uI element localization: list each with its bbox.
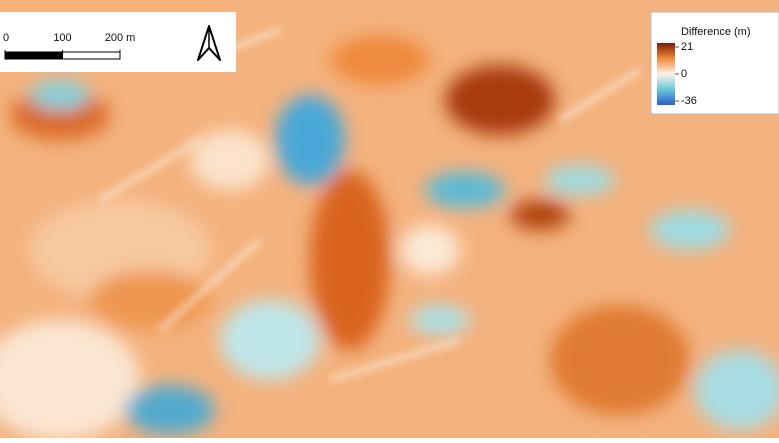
scale-tick-label: 100 xyxy=(53,32,71,44)
scale-bar-box: 0 100 200 m xyxy=(0,12,236,72)
color-bar xyxy=(657,43,675,105)
scale-tick-label: 200 m xyxy=(105,32,136,44)
legend: Difference (m) 21 0 -36 xyxy=(651,12,779,114)
legend-tick-label: -36 xyxy=(681,95,697,107)
legend-tick-label: 0 xyxy=(681,68,687,80)
legend-title: Difference (m) xyxy=(681,26,750,38)
map: 0 100 200 m Difference (m) 21 0 -36 xyxy=(0,0,779,438)
legend-tick-label: 21 xyxy=(681,41,693,53)
scale-tick-label: 0 xyxy=(3,32,9,44)
scale-bar-segment xyxy=(5,52,62,59)
